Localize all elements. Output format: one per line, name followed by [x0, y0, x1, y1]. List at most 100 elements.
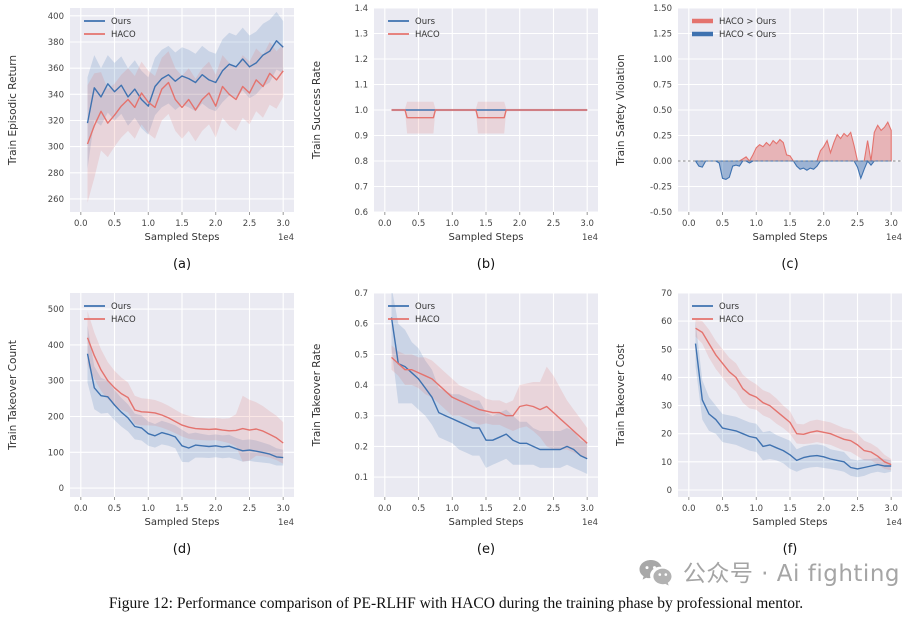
x-tick-label: 2.5: [851, 219, 865, 229]
x-axis-multiplier: 1e4: [582, 518, 598, 528]
axis-labels: 0.1 0.2 0.3 0.4 0.5 0.6 0.7 0.0 0.5 1.0 1.5 2.0 2.5 3…: [354, 289, 593, 514]
x-tick-label: 0.0: [74, 504, 88, 514]
y-tick-label: 40: [661, 373, 672, 383]
legend-label: HACO: [719, 315, 744, 325]
legend-label: Ours: [415, 17, 436, 27]
y-tick-label: 0.50: [653, 106, 672, 116]
x-tick-label: 0.5: [412, 504, 426, 514]
y-tick-label: 20: [661, 430, 672, 440]
series-line-haco: [391, 109, 588, 119]
subplot-label: (c): [781, 257, 798, 272]
y-tick-label: -0.25: [650, 183, 672, 193]
series-line-ours: [86, 40, 284, 124]
y-tick-label: 0: [667, 486, 672, 496]
y-tick-label: 0.3: [354, 412, 368, 422]
y-axis-label: Train Takeover Rate: [311, 344, 323, 448]
x-tick-label: 3.0: [884, 504, 898, 514]
chart-a: Ours HACO 260 280 300 320 340 360 380 400 0.0 0.5 1.…: [0, 2, 304, 278]
y-tick-label: 1.4: [354, 4, 368, 14]
band-haco: [87, 42, 284, 203]
y-tick-label: 0: [59, 484, 64, 494]
x-tick-label: 2.0: [209, 219, 223, 229]
y-tick-label: 400: [48, 12, 64, 22]
x-tick-label: 1.0: [142, 219, 156, 229]
y-tick-label: 0.7: [354, 289, 368, 299]
y-tick-label: 1.1: [354, 81, 368, 91]
chart-a-svg: Ours HACO 260 280 300 320 340 360 380 400 0.0 0.5 1.…: [7, 8, 294, 272]
series-line-haco: [86, 70, 284, 145]
y-tick-label: 1.2: [354, 55, 368, 65]
series-line-haco: [391, 356, 588, 444]
x-tick-label: 0.5: [716, 219, 730, 229]
series-line-ours: [86, 353, 284, 459]
y-tick-label: 0.6: [354, 208, 368, 218]
y-tick-label: 0.2: [354, 442, 368, 452]
y-axis-label: Train Takeover Count: [7, 340, 19, 451]
gridlines: [70, 293, 294, 497]
legend-label: Ours: [719, 302, 740, 312]
subplot-label: (a): [173, 257, 191, 272]
y-tick-label: 0.1: [354, 473, 368, 483]
x-tick-label: 1.0: [750, 219, 764, 229]
x-tick-label: 0.0: [378, 504, 392, 514]
legend: Ours HACO: [388, 302, 440, 325]
y-axis-label: Train Safety Violation: [615, 54, 627, 166]
y-tick-label: 1.0: [354, 106, 368, 116]
y-tick-label: 360: [48, 64, 64, 74]
subplot-label: (b): [477, 257, 495, 272]
band-ours: [695, 321, 892, 478]
x-tick-label: 0.5: [108, 219, 122, 229]
chart-b: Ours HACO 0.6 0.7 0.8 0.9 1.0 1.1 1.2 1.3 1.4 0.0 0.…: [304, 2, 608, 278]
figure-caption: Figure 12: Performance comparison of PE-…: [108, 595, 804, 612]
watermark: 公众号 · Ai fighting: [638, 558, 900, 590]
x-tick-label: 0.0: [682, 504, 696, 514]
plot-content: [391, 101, 588, 134]
legend: Ours HACO: [84, 302, 136, 325]
x-tick-label: 2.0: [513, 504, 527, 514]
y-tick-label: 100: [48, 448, 64, 458]
x-tick-label: 3.0: [580, 504, 594, 514]
x-axis-multiplier: 1e4: [886, 233, 902, 243]
axis-labels: 0.6 0.7 0.8 0.9 1.0 1.1 1.2 1.3 1.4 0.0 0.5 1.0 1.5 2…: [354, 4, 593, 229]
y-tick-label: 320: [48, 117, 64, 127]
axis-labels: 260 280 300 320 340 360 380 400 0.0 0.5 1.0 1.5 2.0 2…: [48, 12, 290, 229]
y-tick-label: 0.6: [354, 320, 368, 330]
x-axis-label: Sampled Steps: [145, 232, 220, 243]
charts-row-bottom: Ours HACO 0 100 200 300 400 500 0.0 0.5 1.0 1.5 2.0 2…: [0, 287, 912, 563]
chart-c: HACO > Ours HACO < Ours -0.50 -0.25 0.00 0.25…: [608, 2, 912, 278]
x-tick-label: 3.0: [276, 219, 290, 229]
subplot-label: (e): [477, 542, 495, 557]
series-line-haco: [695, 327, 892, 466]
x-tick-label: 2.5: [851, 504, 865, 514]
x-tick-label: 0.0: [74, 219, 88, 229]
legend-label: HACO: [415, 30, 440, 40]
x-tick-label: 2.0: [817, 219, 831, 229]
legend-label: HACO < Ours: [719, 30, 777, 40]
y-tick-label: 1.3: [354, 30, 368, 40]
y-tick-label: 300: [48, 377, 64, 387]
y-tick-label: 0.4: [354, 381, 368, 391]
y-tick-label: 0.8: [354, 157, 368, 167]
gridlines: [374, 292, 598, 497]
series-line-haco: [86, 337, 284, 444]
x-tick-label: 1.5: [175, 504, 189, 514]
y-tick-label: 1.00: [653, 55, 672, 65]
y-tick-label: 380: [48, 38, 64, 48]
x-axis-multiplier: 1e4: [582, 233, 598, 243]
gridlines: [70, 8, 294, 212]
area-haco-less: [694, 159, 892, 181]
legend-label: Ours: [111, 302, 132, 312]
x-tick-label: 2.5: [547, 504, 561, 514]
y-tick-label: 1.25: [653, 30, 672, 40]
legend-label: Ours: [415, 302, 436, 312]
plot-content: [86, 11, 284, 203]
x-axis-multiplier: 1e4: [886, 518, 902, 528]
axis-labels: -0.50 -0.25 0.00 0.25 0.50 0.75 1.00 1.25 1.50 0.…: [650, 4, 898, 229]
plot-content: [86, 310, 284, 466]
x-axis-label: Sampled Steps: [449, 517, 524, 528]
x-axis-label: Sampled Steps: [753, 517, 828, 528]
chart-d-svg: Ours HACO 0 100 200 300 400 500 0.0 0.5 1.0 1.5 2.0 2…: [7, 293, 294, 557]
subplot-label: (f): [783, 542, 798, 557]
x-tick-label: 2.0: [513, 219, 527, 229]
legend: Ours HACO: [84, 17, 136, 40]
